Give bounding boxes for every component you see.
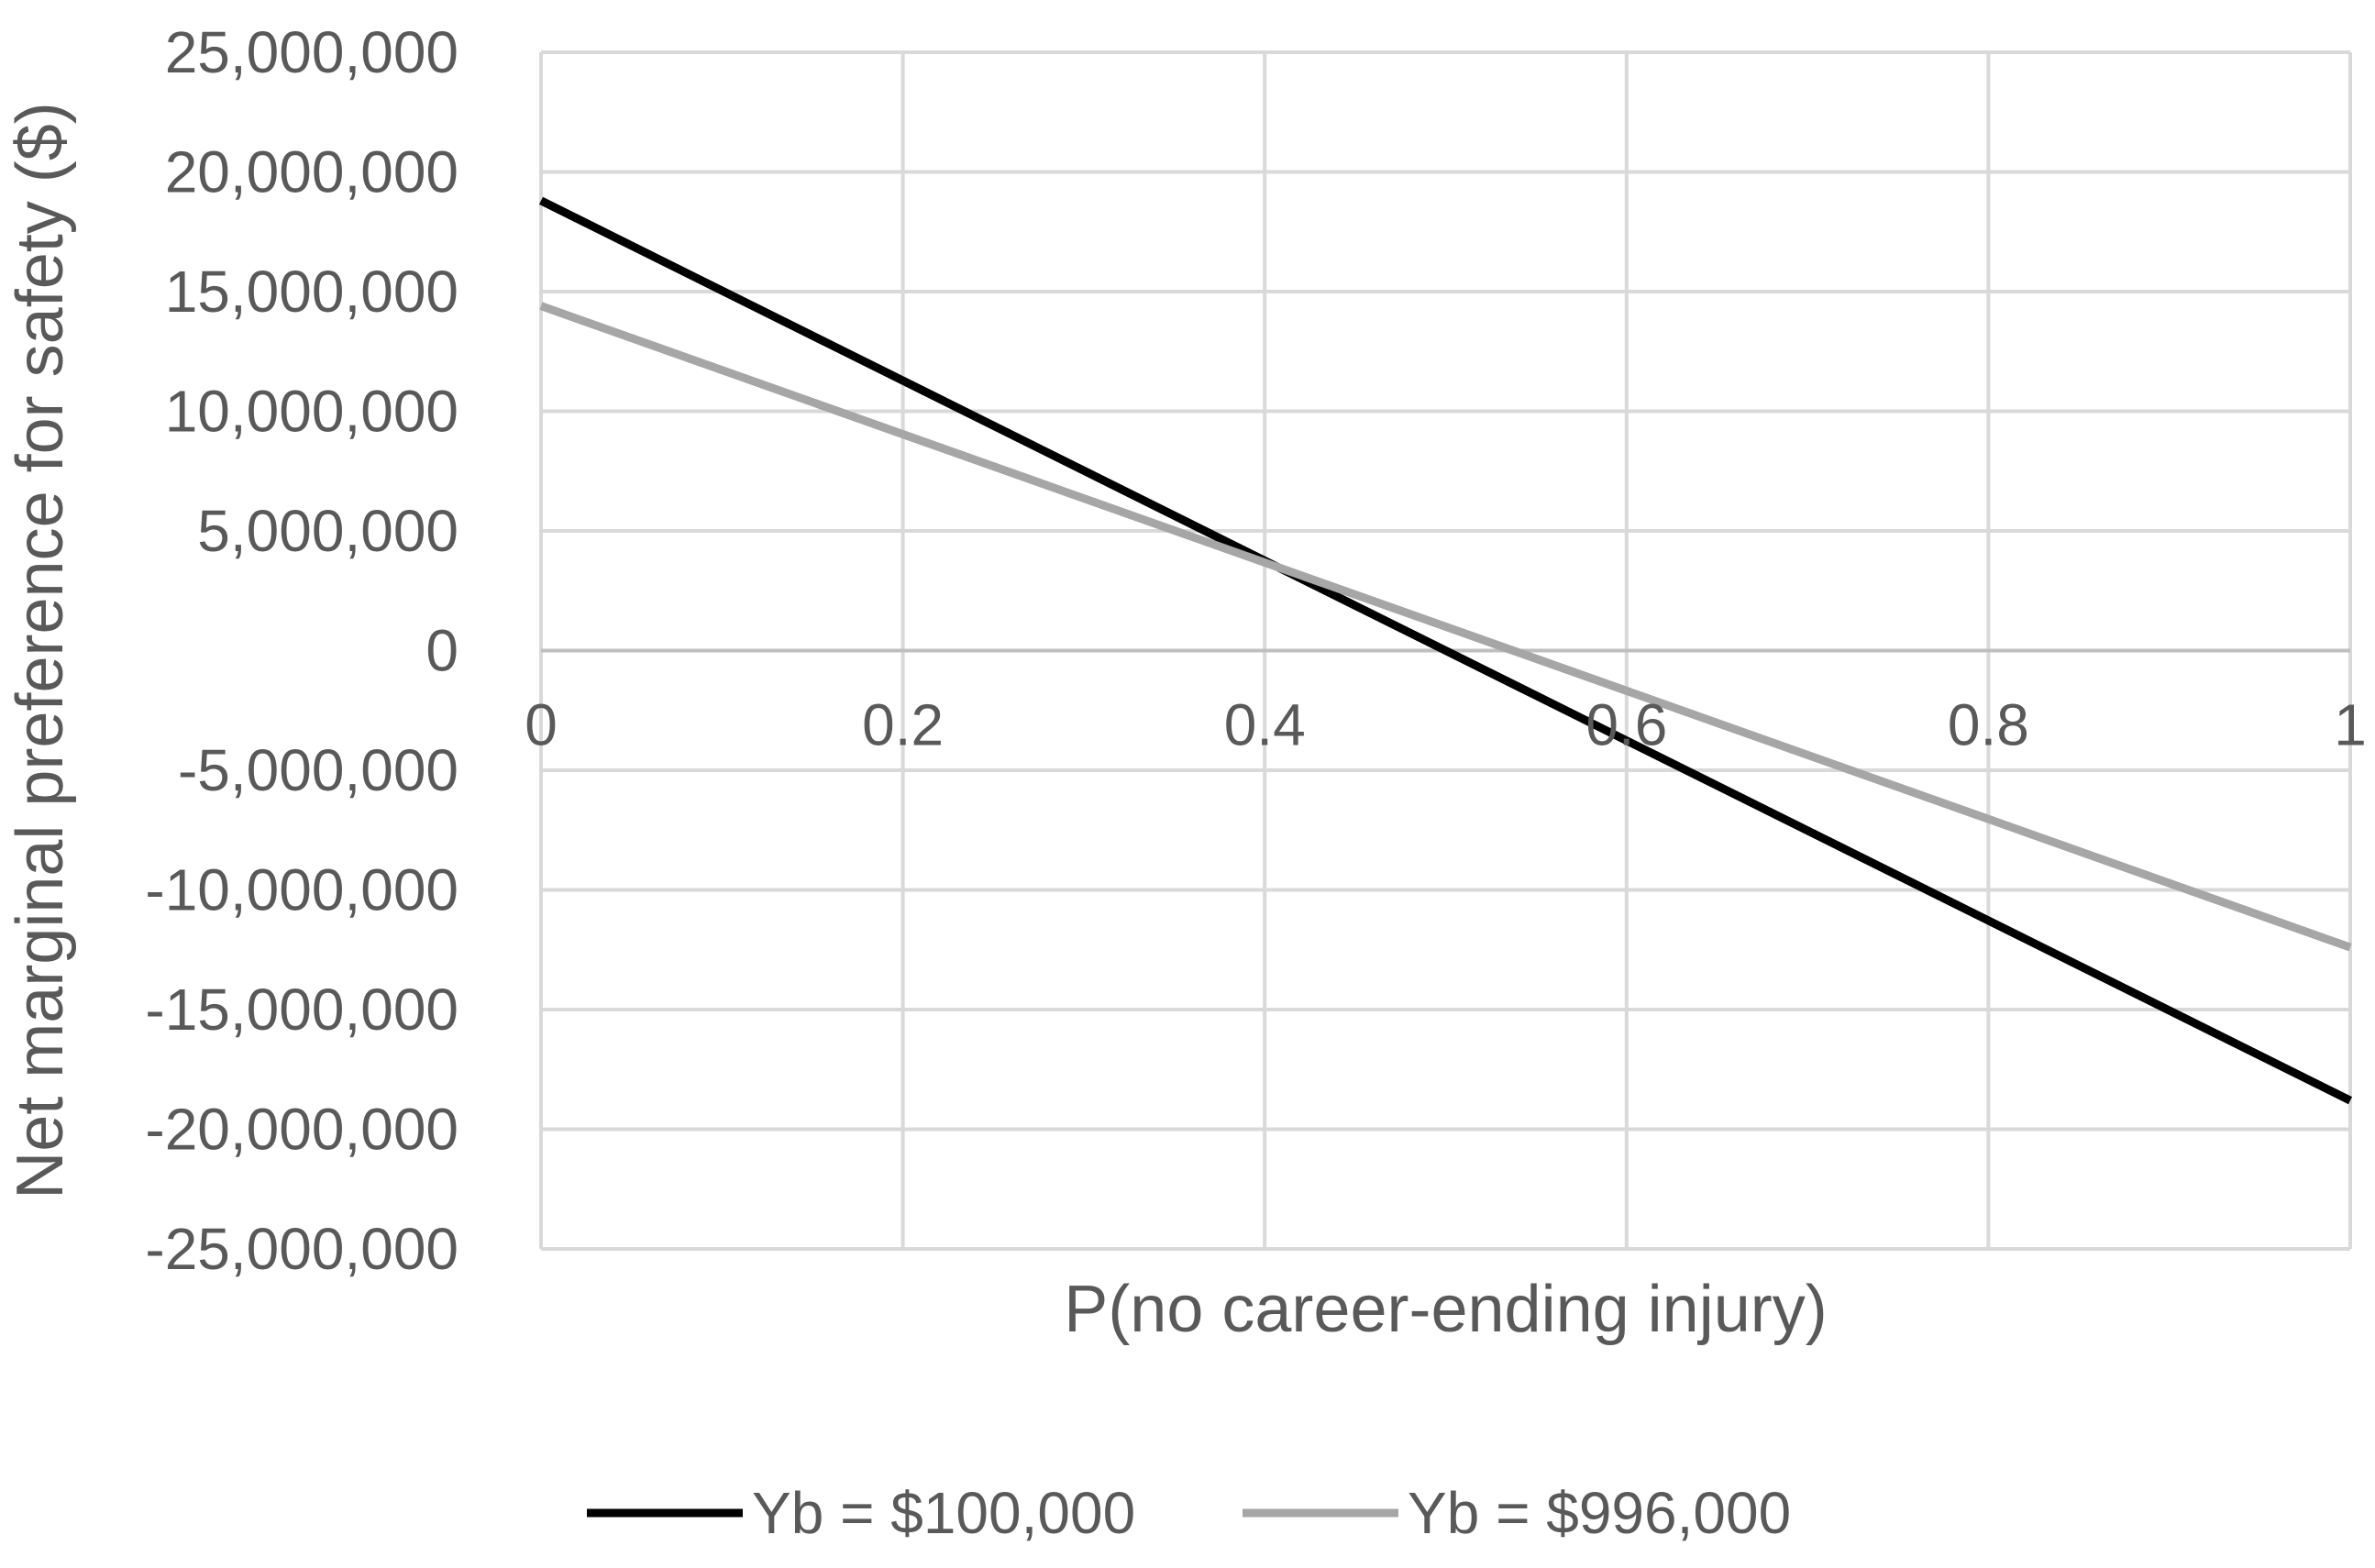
y-tick-label: 20,000,000 (165, 139, 458, 205)
x-tick-label: 0.2 (862, 692, 944, 758)
y-tick-label: -10,000,000 (145, 857, 458, 923)
x-tick-label: 0.6 (1585, 692, 1667, 758)
y-axis-title: Net marginal preference for safety ($) (4, 102, 77, 1199)
y-tick-label: 0 (425, 618, 458, 684)
series-line-1 (538, 196, 2353, 1105)
y-tick-label: -5,000,000 (178, 737, 458, 803)
x-tick-label: 0.4 (1224, 692, 1306, 758)
y-tick-label: -20,000,000 (145, 1097, 458, 1163)
x-tick-label: 1 (2334, 692, 2367, 758)
x-axis-title: P(no career-ending injury) (1064, 1273, 1827, 1346)
series-lines (538, 196, 2353, 1105)
y-tick-label: -15,000,000 (145, 977, 458, 1043)
y-tick-label: 15,000,000 (165, 259, 458, 325)
legend: Yb = $100,000 Yb = $996,000 (587, 1480, 1791, 1546)
x-axis-tick-labels: 0 0.2 0.4 0.6 0.8 1 (525, 692, 2367, 758)
y-tick-label: 10,000,000 (165, 379, 458, 445)
y-tick-label: 5,000,000 (197, 498, 458, 564)
legend-label-1: Yb = $100,000 (752, 1480, 1135, 1546)
x-tick-label: 0 (525, 692, 558, 758)
series-line-2 (539, 302, 2352, 952)
legend-label-2: Yb = $996,000 (1408, 1480, 1791, 1546)
x-tick-label: 0.8 (1948, 692, 2029, 758)
y-axis-tick-labels: 25,000,000 20,000,000 15,000,000 10,000,000… (145, 19, 458, 1282)
y-tick-label: 25,000,000 (165, 19, 458, 85)
y-tick-label: -25,000,000 (145, 1216, 458, 1282)
